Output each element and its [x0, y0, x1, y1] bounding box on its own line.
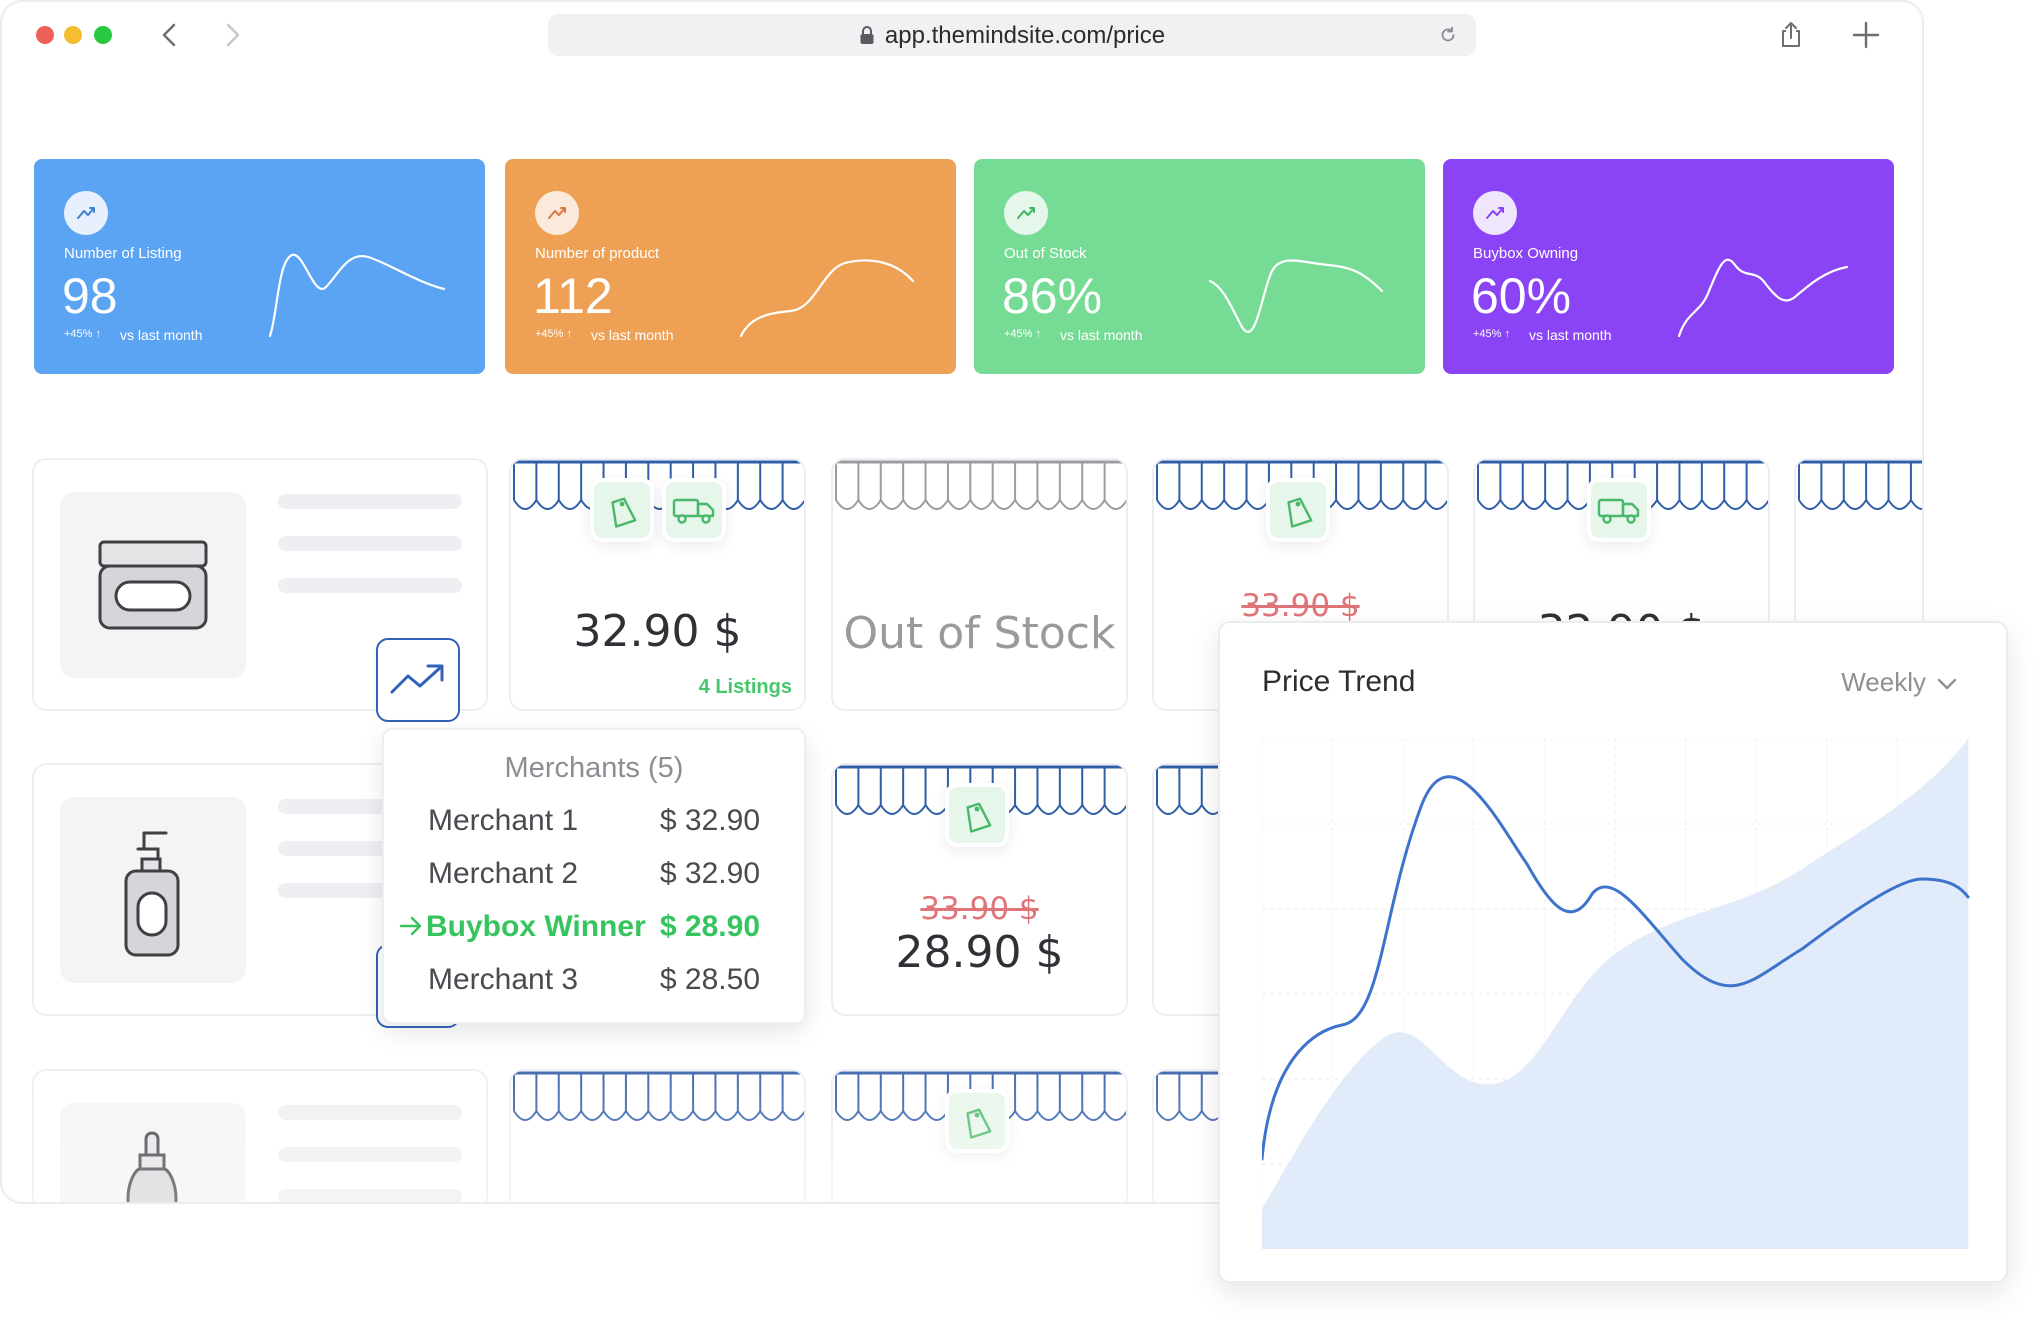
- delivery-truck-icon: [1587, 478, 1651, 542]
- price-label: 28.90 $: [895, 927, 1064, 978]
- merchants-popup: Merchants (5) Merchant 1 $ 32.90 Merchant…: [382, 728, 806, 1024]
- trending-up-icon: [64, 191, 108, 235]
- stat-card-listings[interactable]: Number of Listing 98 +45% ↑ vs last mont…: [34, 159, 485, 374]
- minimize-window-button[interactable]: [64, 26, 82, 44]
- text-placeholder: [278, 1147, 462, 1162]
- price-tag-icon: [945, 783, 1009, 847]
- chevron-left-icon[interactable]: [154, 19, 186, 51]
- text-placeholder: [278, 494, 462, 509]
- product-card-lotion[interactable]: [32, 1069, 488, 1202]
- price-trend-line: [1262, 775, 1970, 1161]
- price-tag-icon: [590, 478, 654, 542]
- buybox-winner-row[interactable]: Buybox Winner $ 28.90: [398, 910, 760, 950]
- stat-value: 112: [533, 268, 613, 324]
- sparkline: [1677, 258, 1849, 338]
- old-price: 33.90 $: [920, 891, 1039, 927]
- out-of-stock-label: Out of Stock: [843, 608, 1116, 659]
- delivery-truck-icon: [662, 478, 726, 542]
- share-icon[interactable]: [1775, 19, 1807, 51]
- store-card[interactable]: 33.90 $ 28.90 $: [831, 763, 1128, 1016]
- stat-delta: +45% ↑: [1004, 328, 1042, 340]
- stat-label: Out of Stock: [1004, 245, 1087, 262]
- stat-label: Buybox Owning: [1473, 245, 1579, 262]
- stat-comparison: vs last month: [1529, 327, 1612, 343]
- stat-card-buybox[interactable]: Buybox Owning 60% +45% ↑ vs last month: [1443, 159, 1894, 374]
- price-trend-area: [1262, 739, 1968, 1249]
- stat-label: Number of product: [535, 245, 660, 262]
- awning-scallops: [835, 498, 1126, 510]
- arrow-right-icon: [399, 916, 422, 936]
- price-tag-icon: [945, 1089, 1009, 1153]
- store-card[interactable]: [509, 1069, 806, 1202]
- awning-scallops: [513, 1109, 804, 1121]
- maximize-window-button[interactable]: [94, 26, 112, 44]
- sparkline: [268, 253, 446, 338]
- stat-delta: +45% ↑: [535, 328, 573, 340]
- chevron-down-icon[interactable]: [1936, 673, 1958, 695]
- text-placeholder: [278, 578, 462, 593]
- reload-icon[interactable]: [1438, 25, 1458, 45]
- price-trend-panel: Price Trend Weekly: [1218, 621, 2008, 1283]
- store-awning: [511, 460, 804, 510]
- text-placeholder: [278, 536, 462, 551]
- product-thumbnail: [60, 1103, 246, 1202]
- lock-icon: [860, 26, 874, 44]
- stat-label: Number of Listing: [64, 245, 182, 262]
- url-text: app.themindsite.com/price: [548, 22, 1476, 50]
- sparkline: [1208, 259, 1384, 333]
- address-bar[interactable]: app.themindsite.com/price: [548, 14, 1476, 56]
- listings-link[interactable]: 4 Listings: [698, 676, 792, 698]
- stat-card-out-of-stock[interactable]: Out of Stock 86% +45% ↑ vs last month: [974, 159, 1425, 374]
- stat-card-products[interactable]: Number of product 112 +45% ↑ vs last mon…: [505, 159, 956, 374]
- merchants-popup-title: Merchants (5): [504, 752, 684, 784]
- period-select[interactable]: Weekly: [1841, 667, 1926, 697]
- stat-delta: +45% ↑: [1473, 328, 1511, 340]
- lotion-bottle-icon: [126, 1131, 178, 1202]
- plus-icon[interactable]: [1850, 19, 1882, 51]
- stat-value: 98: [62, 268, 118, 324]
- trending-up-icon: [1004, 191, 1048, 235]
- awning-scallops: [513, 498, 804, 510]
- close-window-button[interactable]: [36, 26, 54, 44]
- stat-value: 86%: [1002, 268, 1103, 324]
- text-placeholder: [278, 1189, 462, 1202]
- sparkline: [739, 259, 915, 338]
- merchant-row[interactable]: Merchant 2 $ 32.90: [428, 857, 760, 890]
- stat-comparison: vs last month: [591, 327, 674, 343]
- pump-bottle-icon: [124, 831, 180, 957]
- merchant-row[interactable]: Merchant 3 $ 28.50: [428, 963, 760, 996]
- store-card[interactable]: Out of Stock: [831, 458, 1128, 711]
- chevron-right-icon[interactable]: [216, 19, 248, 51]
- store-awning: [511, 1071, 804, 1121]
- merchant-row[interactable]: Merchant 1 $ 32.90: [428, 804, 760, 837]
- stat-delta: +45% ↑: [64, 328, 102, 340]
- price-trend-button[interactable]: [376, 638, 460, 722]
- trending-up-icon: [535, 191, 579, 235]
- stat-comparison: vs last month: [120, 327, 203, 343]
- price-trend-chart: [1262, 739, 1970, 1249]
- jar-icon: [98, 540, 208, 630]
- store-card[interactable]: [831, 1069, 1128, 1202]
- trending-up-icon: [390, 664, 444, 694]
- store-card[interactable]: 32.90 $ 4 Listings: [509, 458, 806, 711]
- price-tag-icon: [1266, 478, 1330, 542]
- awning-scallops: [1798, 498, 1922, 510]
- stat-comparison: vs last month: [1060, 327, 1143, 343]
- price-trend-title: Price Trend: [1262, 665, 1416, 698]
- old-price: 33.90 $: [1241, 588, 1360, 624]
- text-placeholder: [278, 1105, 462, 1120]
- trending-up-icon: [1473, 191, 1517, 235]
- price-label: 32.90 $: [573, 606, 742, 657]
- browser-toolbar: app.themindsite.com/price: [2, 2, 1922, 72]
- product-thumbnail: [60, 492, 246, 678]
- product-thumbnail: [60, 797, 246, 983]
- store-awning: [833, 460, 1126, 510]
- store-awning: [1796, 460, 1922, 510]
- stat-value: 60%: [1471, 268, 1572, 324]
